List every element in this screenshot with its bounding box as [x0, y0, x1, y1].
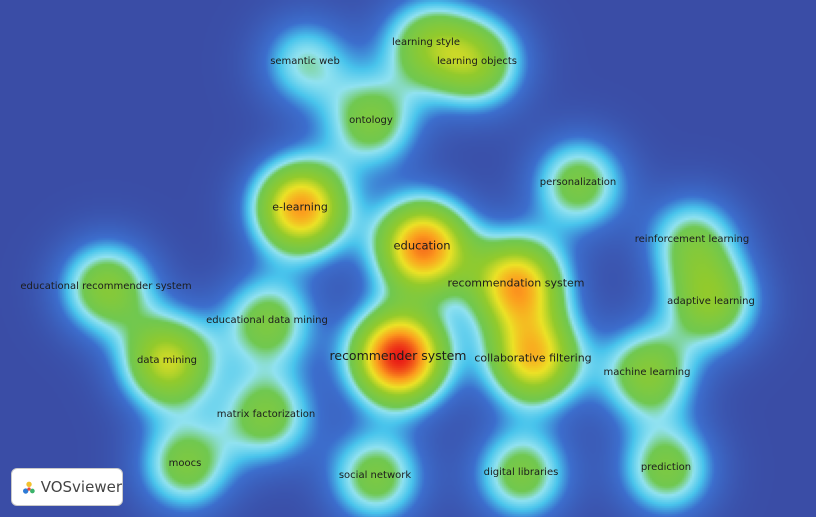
- term-learning-style[interactable]: learning style: [392, 37, 460, 48]
- term-data-mining[interactable]: data mining: [136, 355, 198, 366]
- term-moocs[interactable]: moocs: [168, 458, 202, 469]
- vosviewer-logo-icon: [23, 481, 35, 494]
- term-e-learning[interactable]: e-learning: [272, 200, 328, 214]
- term-reinforcement-learning[interactable]: reinforcement learning: [634, 234, 750, 245]
- term-machine-learning[interactable]: machine learning: [603, 367, 691, 378]
- badge-label: VOSviewer: [40, 478, 122, 496]
- term-matrix-factorization[interactable]: matrix factorization: [216, 409, 316, 420]
- vosviewer-badge[interactable]: VOSviewer: [11, 468, 123, 506]
- term-educational-data-mining[interactable]: educational data mining: [206, 315, 328, 326]
- term-social-network[interactable]: social network: [338, 470, 412, 481]
- term-recommender-system[interactable]: recommender system: [329, 347, 467, 363]
- term-learning-objects[interactable]: learning objects: [437, 56, 517, 67]
- term-semantic-web[interactable]: semantic web: [270, 56, 340, 67]
- term-recommendation-system[interactable]: recommendation system: [447, 276, 585, 290]
- term-personalization[interactable]: personalization: [539, 177, 617, 188]
- term-educational-recommender-system[interactable]: educational recommender system: [20, 281, 192, 292]
- term-digital-libraries[interactable]: digital libraries: [483, 467, 559, 478]
- term-collaborative-filtering[interactable]: collaborative filtering: [474, 351, 592, 365]
- term-adaptive-learning[interactable]: adaptive learning: [667, 296, 755, 307]
- term-ontology[interactable]: ontology: [349, 115, 393, 126]
- term-prediction[interactable]: prediction: [640, 462, 692, 473]
- term-education[interactable]: education: [393, 238, 451, 253]
